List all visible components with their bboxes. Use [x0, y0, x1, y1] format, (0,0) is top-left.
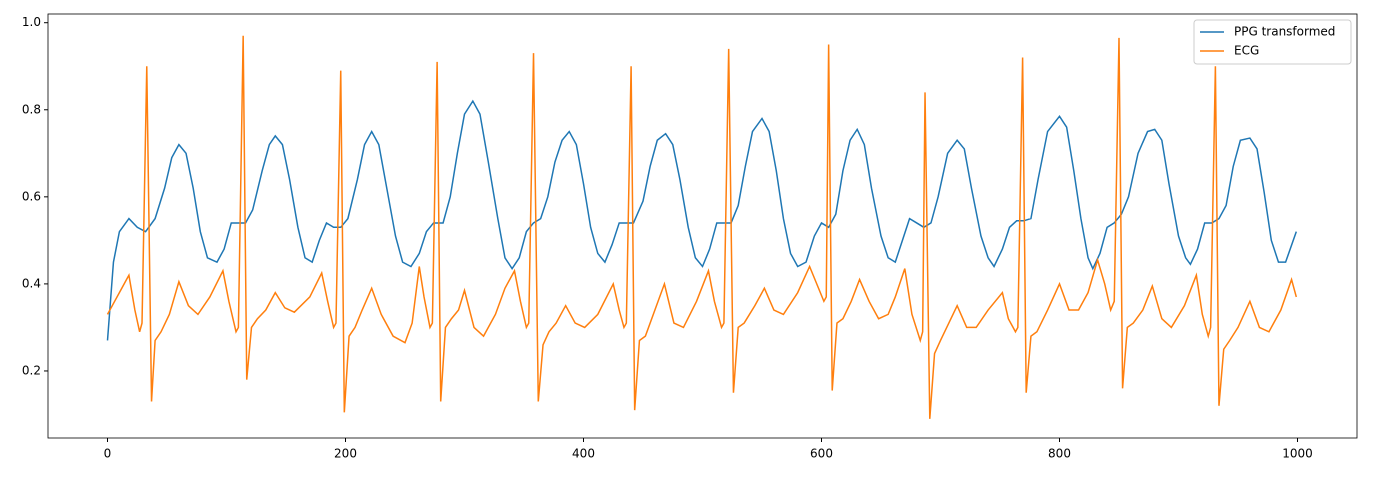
- x-tick-label: 1000: [1282, 447, 1313, 461]
- legend-label: ECG: [1234, 44, 1259, 58]
- y-tick-label: 0.4: [22, 276, 41, 290]
- y-tick-label: 0.8: [22, 102, 41, 116]
- y-tick-label: 0.6: [22, 189, 41, 203]
- legend-label: PPG transformed: [1234, 25, 1335, 39]
- x-tick-label: 0: [104, 447, 112, 461]
- x-tick-label: 200: [334, 447, 357, 461]
- y-tick-label: 1.0: [22, 15, 41, 29]
- legend-box: [1193, 19, 1352, 65]
- y-tick-label: 0.2: [22, 363, 41, 377]
- plot-frame: [47, 13, 1358, 439]
- series-line: [106, 99, 1298, 341]
- x-tick-label: 600: [810, 447, 833, 461]
- series-line: [106, 35, 1298, 419]
- x-tick-label: 800: [1048, 447, 1071, 461]
- x-tick-label: 400: [572, 447, 595, 461]
